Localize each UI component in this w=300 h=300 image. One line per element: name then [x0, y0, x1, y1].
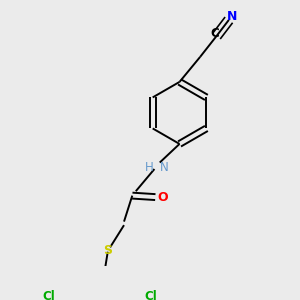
Text: C: C — [211, 27, 219, 40]
Text: Cl: Cl — [42, 290, 55, 300]
Text: S: S — [103, 244, 112, 257]
Text: Cl: Cl — [145, 290, 157, 300]
Text: N: N — [227, 10, 238, 23]
Text: N: N — [160, 161, 169, 174]
Text: H: H — [145, 161, 154, 174]
Text: O: O — [157, 190, 168, 204]
